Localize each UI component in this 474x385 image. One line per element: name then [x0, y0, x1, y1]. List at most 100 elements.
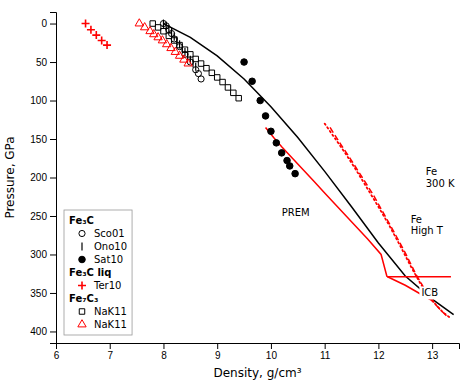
- y-tick-mark: [50, 139, 56, 140]
- annotation-background: [409, 213, 446, 238]
- point: [98, 36, 106, 44]
- y-tick-label: 200: [30, 172, 47, 183]
- x-axis-title: Density, g/cm³: [213, 366, 301, 380]
- x-tick: 6: [54, 343, 60, 361]
- point: [198, 76, 204, 82]
- legend-swatch: [81, 243, 82, 251]
- series-line: [330, 127, 448, 317]
- x-axis: 6 7 8 9 10 11 12 13: [54, 343, 460, 361]
- x-tick-label: 9: [215, 350, 221, 361]
- annotation-line: 300 K: [426, 178, 455, 189]
- point: [140, 23, 148, 30]
- y-tick: 400: [30, 326, 56, 337]
- point: [214, 75, 219, 80]
- x-tick-mark: [110, 343, 111, 349]
- x-tick: 13: [427, 343, 439, 361]
- point: [292, 170, 299, 177]
- point: [87, 26, 95, 34]
- legend-item: NaK11: [78, 319, 127, 330]
- legend-label: NaK11: [94, 319, 127, 330]
- legend-swatch: [79, 230, 85, 236]
- y-tick-label: 50: [36, 57, 48, 68]
- y-tick-label: 100: [30, 95, 47, 106]
- y-tick-label: 350: [30, 288, 47, 299]
- point: [155, 25, 160, 30]
- series-line: [325, 124, 451, 319]
- y-tick-mark: [50, 293, 56, 294]
- point: [236, 95, 241, 100]
- plot-marks: [82, 19, 454, 319]
- y-tick-label: 150: [30, 134, 47, 145]
- legend-label: NaK11: [94, 306, 127, 317]
- annotation-text: PREM: [282, 207, 310, 218]
- annotation-line: ICB: [421, 287, 438, 298]
- series-line: [387, 276, 451, 278]
- y-tick-mark: [50, 254, 56, 255]
- point: [135, 19, 143, 26]
- x-tick-label: 6: [54, 350, 60, 361]
- point: [188, 52, 193, 57]
- point: [241, 59, 248, 66]
- point: [262, 113, 269, 120]
- point: [163, 20, 164, 28]
- point: [182, 47, 187, 52]
- y-axis-title: Pressure, GPa: [3, 136, 17, 218]
- point: [174, 33, 175, 41]
- x-tick-label: 11: [320, 350, 331, 361]
- annotation: FeHigh T: [409, 213, 446, 238]
- x-axis-line: [57, 344, 460, 350]
- x-tick-label: 12: [373, 350, 385, 361]
- legend-group-title: Fe₃C: [69, 215, 94, 226]
- y-tick-label: 400: [30, 326, 47, 337]
- point: [278, 150, 285, 157]
- y-tick-mark: [50, 178, 56, 179]
- point: [286, 163, 293, 170]
- legend-label: Ter10: [93, 280, 121, 291]
- annotation-background: [280, 206, 312, 219]
- x-tick-label: 10: [266, 350, 278, 361]
- point: [225, 85, 230, 90]
- annotation-text: Fe300 K: [426, 166, 455, 189]
- legend-item: Ono10: [82, 241, 127, 252]
- point: [209, 70, 214, 75]
- point: [177, 42, 182, 47]
- point: [150, 21, 155, 26]
- x-tick-mark: [432, 343, 433, 349]
- x-tick-mark: [325, 343, 326, 349]
- annotation-line: High T: [411, 225, 444, 236]
- point: [204, 65, 209, 70]
- point: [193, 56, 198, 61]
- legend-item: Sat10: [79, 254, 123, 265]
- x-tick: 9: [215, 343, 221, 361]
- point: [166, 33, 171, 38]
- legend-label: Sco01: [94, 228, 125, 239]
- legend-swatch: [78, 320, 86, 327]
- legend-item: Sco01: [79, 228, 125, 239]
- point: [179, 40, 180, 48]
- legend-label: Sat10: [94, 254, 123, 265]
- series-line: [266, 127, 387, 276]
- point: [92, 31, 100, 39]
- y-tick: 200: [30, 172, 56, 183]
- point: [161, 29, 166, 34]
- y-tick: 50: [36, 57, 56, 68]
- legend-box: [64, 210, 132, 335]
- x-tick: 8: [161, 343, 167, 361]
- point: [103, 41, 111, 49]
- y-tick: 0: [41, 18, 56, 29]
- annotation: PREM: [280, 206, 312, 219]
- point: [198, 61, 203, 66]
- annotation: Fe300 K: [424, 165, 457, 190]
- legend: Fe₃CSco01Ono10Sat10Fe₃C liqTer10Fe₇C₃NaK…: [64, 210, 132, 335]
- x-tick-mark: [163, 343, 164, 349]
- y-tick: 350: [30, 288, 56, 299]
- point: [249, 78, 256, 85]
- x-tick: 12: [373, 343, 385, 361]
- y-tick-mark: [50, 24, 56, 25]
- y-tick-mark: [50, 216, 56, 217]
- x-tick: 7: [107, 343, 113, 361]
- y-tick-label: 0: [41, 18, 47, 29]
- point: [273, 140, 280, 147]
- point: [268, 128, 275, 135]
- annotation-text: FeHigh T: [411, 214, 444, 237]
